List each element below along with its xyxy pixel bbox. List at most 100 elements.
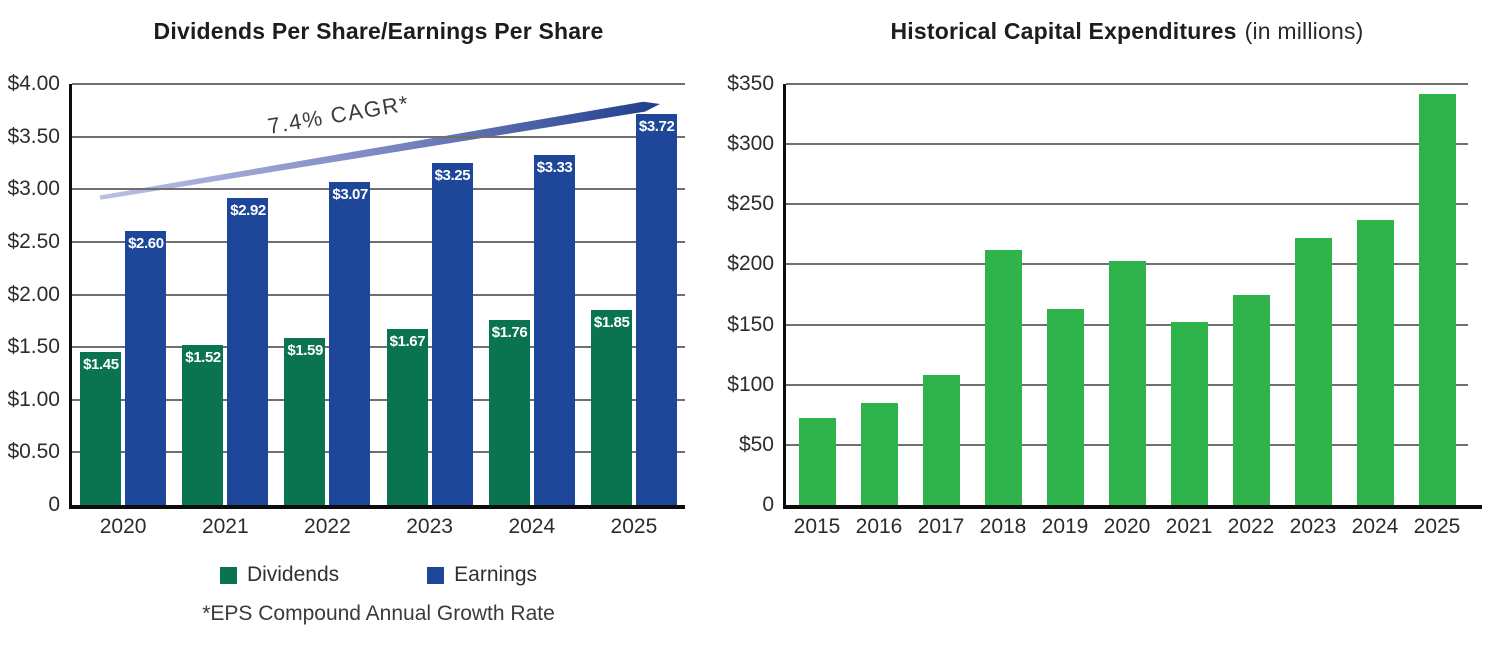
bar-value-label: $3.72: [638, 117, 675, 135]
gridline: [72, 188, 685, 191]
x-tick-label: 2025: [610, 515, 658, 538]
eps-cagr-footnote: *EPS Compound Annual Growth Rate: [202, 602, 555, 625]
bar: $2.60: [125, 231, 167, 505]
y-tick-label: $3.50: [7, 124, 60, 148]
bar: $1.52: [182, 345, 224, 505]
y-tick-label: $100: [727, 372, 774, 396]
bar-value-label: $3.33: [536, 158, 573, 176]
x-tick-label: 2023: [406, 515, 453, 538]
bar-value-label: $3.25: [434, 166, 471, 184]
x-tick-label: 2020: [99, 515, 147, 538]
bar: [1418, 93, 1456, 505]
bar-value-label: $1.67: [389, 333, 426, 351]
bar: $2.92: [227, 197, 269, 505]
x-tick-label: 2022: [1227, 515, 1275, 538]
left-chart-title: Dividends Per Share/Earnings Per Share: [153, 18, 604, 44]
gridline: [72, 135, 685, 138]
dividends-eps-plot-area: 7.4% CAGR* $4.00 $3.50 $3.00 $2.50 $2.00 $1.5…: [7, 73, 685, 538]
y-tick-label: $2.50: [7, 229, 60, 253]
bar: [922, 375, 960, 505]
x-tick-label: 2024: [508, 515, 556, 538]
y-tick-label: $250: [727, 192, 774, 216]
x-tick-label: 2017: [917, 515, 965, 538]
y-tick-label: $150: [727, 312, 774, 336]
x-axis-line: [69, 505, 685, 509]
y-tick-label: $2.00: [7, 282, 60, 306]
gridline: [72, 346, 685, 349]
gridline: [786, 143, 1468, 146]
y-axis-line: [69, 84, 72, 509]
x-tick-label: 2020: [1103, 515, 1151, 538]
bar: [1232, 294, 1270, 505]
y-tick-label: $1.00: [7, 387, 60, 411]
bar: $1.59: [284, 337, 326, 505]
bar: [1170, 322, 1208, 505]
bar: $1.76: [488, 319, 530, 505]
dividends-eps-chart-panel: Dividends Per Share/Earnings Per Share 7…: [7, 18, 685, 625]
bar: $3.07: [329, 181, 371, 505]
y-tick-label: $0.50: [7, 440, 60, 464]
x-tick-label: 2024: [1351, 515, 1399, 538]
x-tick-label: 2025: [1413, 515, 1461, 538]
bar-value-label: $1.52: [185, 349, 221, 366]
x-axis-line: [783, 505, 1482, 509]
bar: [1356, 219, 1394, 505]
y-tick-label: $3.00: [7, 177, 60, 201]
bar: [1294, 238, 1332, 505]
right-chart-title-bold: Historical Capital Expenditures: [890, 18, 1237, 44]
y-tick-label: $1.50: [7, 335, 60, 359]
x-tick-label: 2022: [304, 515, 351, 538]
bar-value-label: $2.92: [230, 201, 266, 219]
legend-item-earnings: Earnings: [427, 563, 537, 587]
bar: $3.25: [431, 162, 473, 505]
x-tick-label: 2021: [1165, 515, 1213, 538]
y-tick-label: $4.00: [7, 72, 60, 95]
x-tick-label: 2016: [855, 515, 903, 538]
gridline: [72, 83, 685, 85]
x-tick-label: 2019: [1041, 515, 1089, 538]
y-tick-label: $50: [738, 432, 774, 456]
bar: [1046, 308, 1084, 505]
legend-item-dividends: Dividends: [219, 563, 340, 587]
capex-chart-panel: Historical Capital Expenditures (in milli…: [727, 0, 1488, 653]
bar: $1.45: [80, 352, 122, 505]
bar-value-label: $1.45: [83, 356, 119, 374]
gridline: [72, 293, 685, 296]
bar: [798, 418, 836, 505]
right-chart-title-units: (in millions): [1244, 18, 1364, 44]
gridline: [72, 398, 685, 401]
bar-value-label: $3.07: [332, 185, 368, 203]
bar-value-label: $1.76: [491, 323, 528, 341]
bar: [984, 250, 1022, 505]
x-tick-label: 2015: [793, 515, 841, 538]
legend-label-dividends: Dividends: [246, 563, 340, 586]
bar: $1.85: [590, 310, 632, 505]
capex-plot-area: $350 $300 $250 $200 $150 $100 $50 0 2015 2016 2017…: [727, 73, 1482, 538]
x-tick-label: 2018: [979, 515, 1027, 538]
legend-label-earnings: Earnings: [454, 563, 538, 586]
cagr-trend-svg: [99, 101, 661, 200]
y-axis-line: [783, 84, 786, 509]
bar: [860, 402, 898, 505]
bar: $3.72: [635, 113, 677, 505]
bar-value-label: $1.85: [593, 314, 630, 332]
bar: $1.67: [386, 329, 428, 505]
legend: Dividends Earnings: [72, 563, 685, 587]
bar-value-label: $2.60: [128, 235, 164, 253]
bar-value-label: $1.59: [287, 341, 323, 359]
y-tick-label: $200: [727, 252, 774, 276]
right-chart-title: Historical Capital Expenditures (in milli…: [786, 18, 1468, 45]
earnings-swatch-icon: [427, 566, 445, 584]
gridline: [786, 203, 1468, 206]
y-tick-label: $300: [727, 132, 774, 156]
dividends-swatch-icon: [219, 566, 237, 584]
y-tick-label: $350: [727, 72, 774, 95]
x-tick-label: 2023: [1289, 515, 1337, 538]
bar: $3.33: [533, 154, 575, 505]
y-tick-label: 0: [762, 493, 774, 516]
gridline: [72, 240, 685, 243]
x-tick-label: 2021: [201, 515, 249, 538]
y-tick-label: 0: [48, 493, 60, 516]
bar: [1108, 260, 1146, 505]
